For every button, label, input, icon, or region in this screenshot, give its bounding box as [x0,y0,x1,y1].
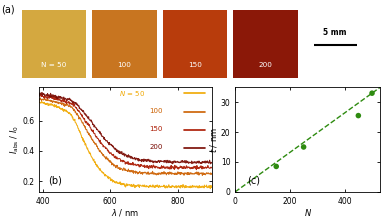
Text: $N$ = 50: $N$ = 50 [118,89,145,98]
FancyBboxPatch shape [92,10,157,78]
Text: 150: 150 [188,62,202,68]
Text: 100: 100 [150,108,163,114]
FancyBboxPatch shape [22,10,86,78]
Text: 200: 200 [259,62,272,68]
Text: (a): (a) [1,4,15,14]
Point [273,165,279,168]
Point [355,114,361,117]
FancyBboxPatch shape [163,10,227,78]
Text: 200: 200 [150,144,163,150]
Point [369,91,375,95]
Y-axis label: $I_\mathrm{abs}$ / $I_0$: $I_\mathrm{abs}$ / $I_0$ [8,125,21,154]
Text: 100: 100 [118,62,131,68]
FancyBboxPatch shape [233,10,298,78]
Text: 150: 150 [150,126,163,132]
X-axis label: $\lambda$ / nm: $\lambda$ / nm [111,207,140,218]
Text: (c): (c) [247,175,260,186]
Text: 5 mm: 5 mm [323,28,347,37]
Y-axis label: $t$ / nm: $t$ / nm [208,126,219,153]
Point [301,145,307,149]
Text: (b): (b) [48,175,62,186]
X-axis label: $N$: $N$ [304,207,312,218]
Text: N = 50: N = 50 [41,62,67,68]
